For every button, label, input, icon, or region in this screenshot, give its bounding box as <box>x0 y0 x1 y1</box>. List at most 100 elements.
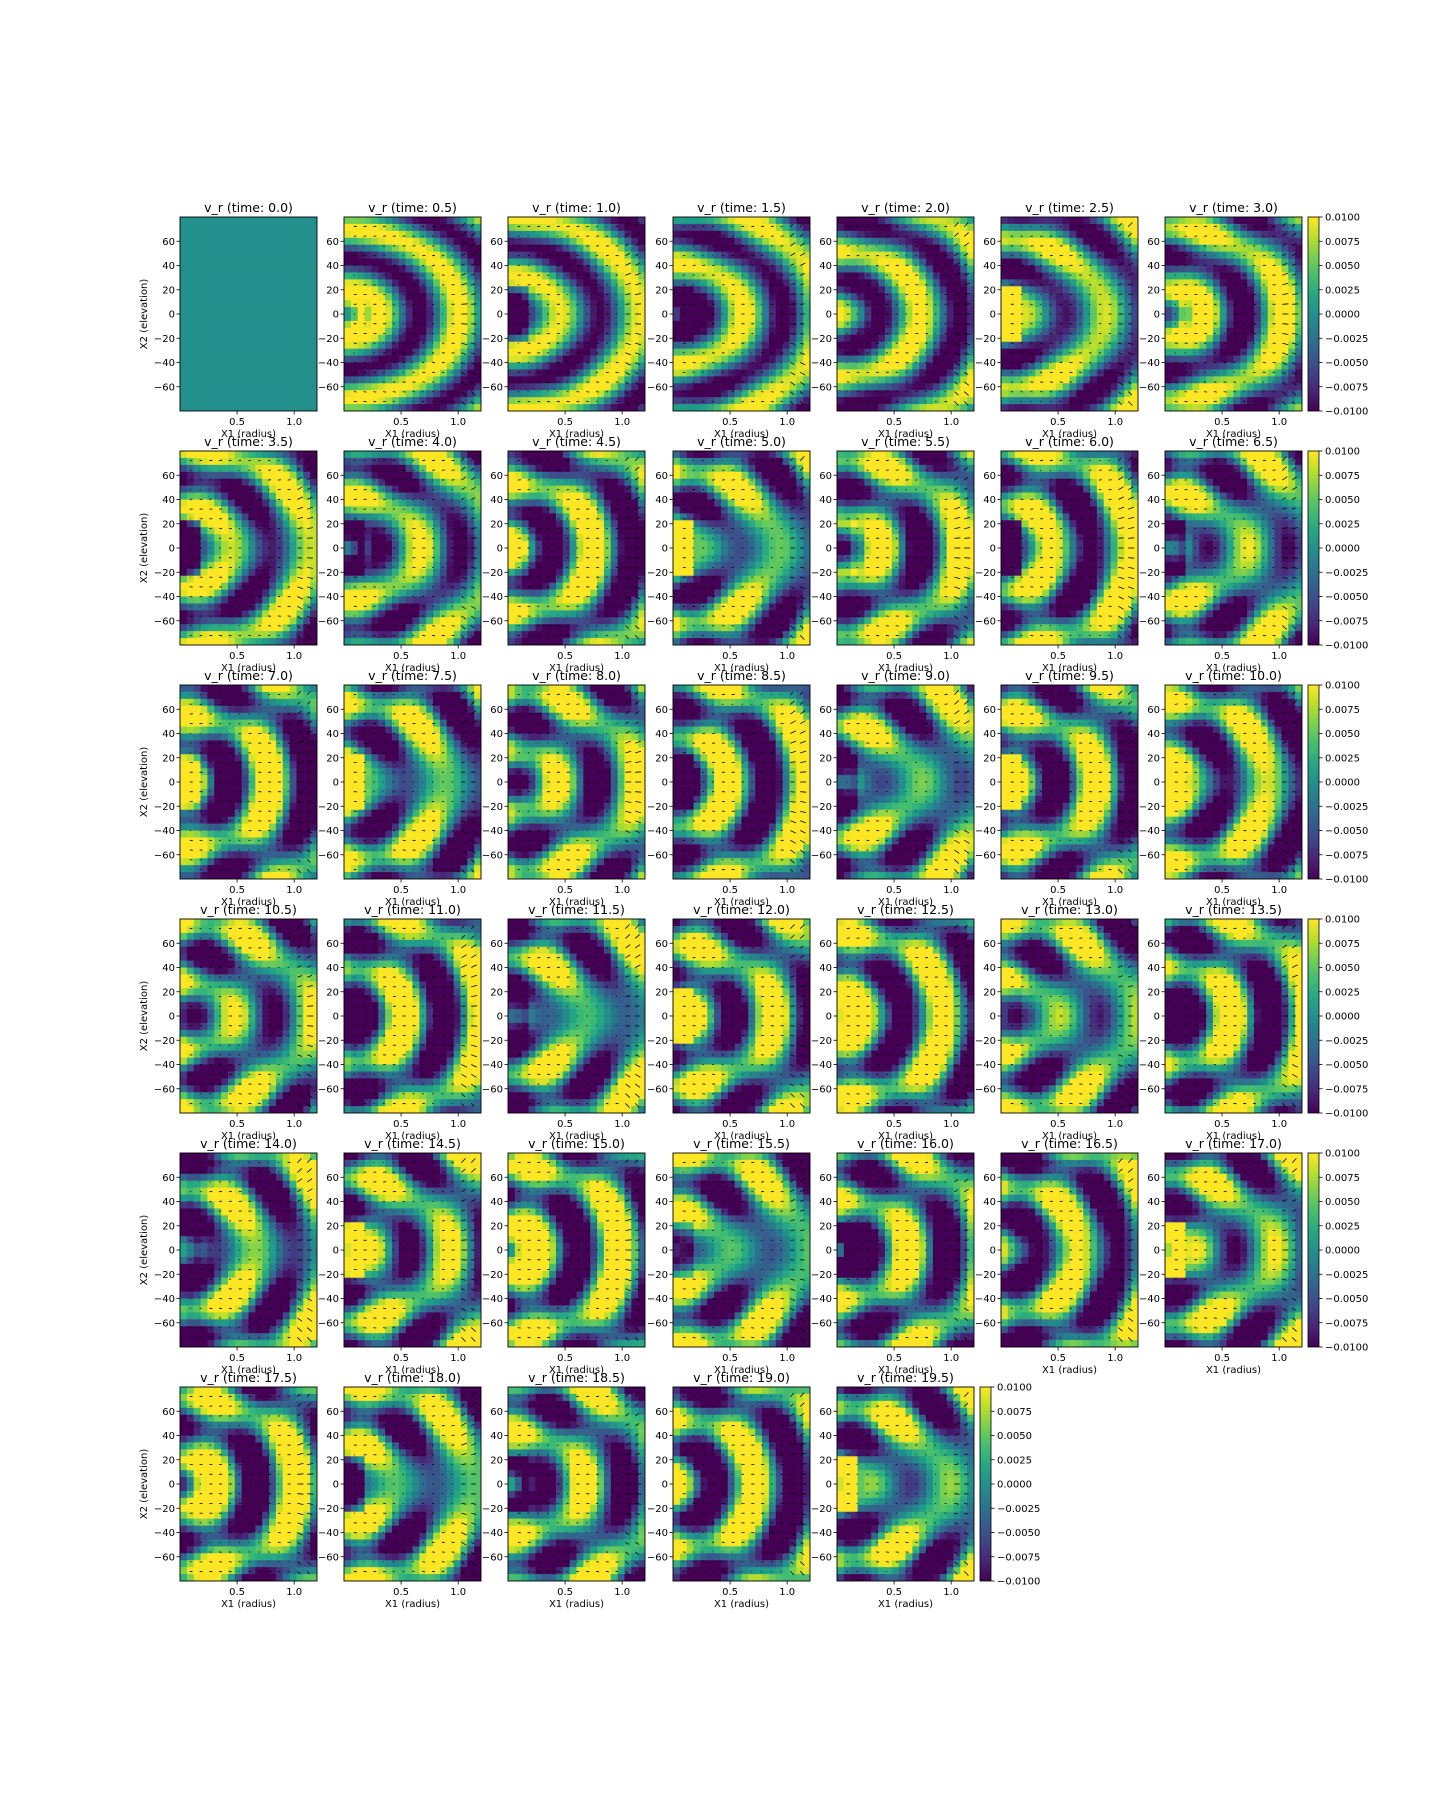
heatmap-cell <box>1192 217 1200 225</box>
heatmap-cell <box>1001 390 1009 398</box>
heatmap-cell <box>433 404 441 411</box>
heatmap-cell <box>864 217 872 225</box>
quiver-arrow <box>800 262 806 266</box>
heatmap-cell <box>1007 355 1016 364</box>
heatmap-cell <box>521 265 530 274</box>
heatmap-cell <box>871 300 879 308</box>
heatmap-cell <box>200 300 208 308</box>
heatmap-cell <box>398 279 407 287</box>
heatmap-cell <box>569 244 578 253</box>
heatmap-cell <box>590 383 598 391</box>
heatmap-cell <box>412 320 420 329</box>
heatmap-cell <box>727 334 736 343</box>
heatmap-cell <box>474 272 481 280</box>
heatmap-cell <box>796 390 804 398</box>
heatmap-cell <box>864 314 872 322</box>
heatmap-cell <box>967 397 974 405</box>
heatmap-cell <box>720 397 729 405</box>
heatmap-cell <box>1021 230 1029 239</box>
heatmap-cell <box>419 383 427 391</box>
heatmap-cell <box>748 348 756 357</box>
heatmap-cell <box>1090 383 1098 391</box>
heatmap-cell <box>789 244 797 253</box>
heatmap-cell <box>871 244 879 253</box>
heatmap-cell <box>439 286 448 294</box>
heatmap-cell <box>303 362 311 371</box>
heatmap-cell <box>1090 258 1098 267</box>
heatmap-cell <box>1083 300 1091 308</box>
heatmap-cell <box>953 258 961 267</box>
heatmap-cell <box>837 376 845 384</box>
heatmap-cell <box>1048 376 1057 384</box>
heatmap-cell <box>610 244 619 253</box>
quiver-arrow <box>471 293 476 295</box>
heatmap-cell <box>439 355 448 364</box>
heatmap-cell <box>555 217 564 225</box>
heatmap-cell <box>583 223 591 232</box>
heatmap-cell <box>878 383 886 391</box>
heatmap-cell <box>562 376 571 384</box>
heatmap-cell <box>1001 404 1009 411</box>
heatmap-cell <box>590 348 598 357</box>
heatmap-cell <box>1028 369 1036 377</box>
heatmap-cell <box>891 341 900 350</box>
quiver-arrow <box>790 323 797 325</box>
heatmap-cell <box>1083 404 1091 411</box>
heatmap-cell <box>686 341 695 350</box>
heatmap-cell <box>782 293 791 301</box>
heatmap-cell <box>1007 362 1016 371</box>
quiver-arrow <box>461 333 468 335</box>
heatmap-cell <box>262 251 270 260</box>
heatmap-cell <box>1212 383 1221 391</box>
heatmap-cell <box>535 404 543 411</box>
heatmap-cell <box>583 327 591 336</box>
heatmap-cell <box>1014 279 1023 287</box>
heatmap-cell <box>398 376 407 384</box>
heatmap-cell <box>514 237 523 246</box>
heatmap-cell <box>1171 293 1180 301</box>
heatmap-cell <box>535 307 543 315</box>
heatmap-cell <box>775 307 784 315</box>
quiver-arrow <box>702 391 706 393</box>
heatmap-cell <box>446 355 455 364</box>
heatmap-cell <box>610 334 619 343</box>
heatmap-cell <box>884 286 893 294</box>
heatmap-cell <box>1021 237 1029 246</box>
quiver-arrow <box>635 282 642 286</box>
heatmap-cell <box>439 293 448 301</box>
heatmap-cell <box>521 369 530 377</box>
heatmap <box>1165 217 1302 411</box>
heatmap-cell <box>1035 293 1043 301</box>
heatmap-cell <box>583 307 591 315</box>
heatmap-cell <box>1021 348 1029 357</box>
heatmap-cell <box>891 390 900 398</box>
heatmap-cell <box>590 230 598 239</box>
heatmap-cell <box>700 293 708 301</box>
heatmap-cell <box>843 293 852 301</box>
heatmap-cell <box>419 286 427 294</box>
heatmap-cell <box>180 376 188 384</box>
heatmap-cell <box>775 300 784 308</box>
heatmap-cell <box>221 293 229 301</box>
heatmap-cell <box>707 230 715 239</box>
heatmap-cell <box>748 217 756 225</box>
heatmap-cell <box>535 237 543 246</box>
quiver-arrow <box>1089 391 1093 393</box>
heatmap-cell <box>446 286 455 294</box>
heatmap-cell <box>310 251 317 260</box>
heatmap-cell <box>357 348 366 357</box>
quiver-arrow <box>566 400 570 403</box>
heatmap-cell <box>426 223 434 232</box>
heatmap-cell <box>803 293 810 301</box>
heatmap-cell <box>727 376 736 384</box>
heatmap-cell <box>282 348 291 357</box>
heatmap-cell <box>631 286 639 294</box>
heatmap-cell <box>549 272 557 280</box>
heatmap-cell <box>905 223 913 232</box>
quiver-arrow <box>402 235 406 237</box>
heatmap-cell <box>528 314 536 322</box>
quiver-arrow <box>790 223 794 227</box>
heatmap-cell <box>693 397 701 405</box>
heatmap-cell <box>446 397 455 405</box>
heatmap-cell <box>460 341 468 350</box>
